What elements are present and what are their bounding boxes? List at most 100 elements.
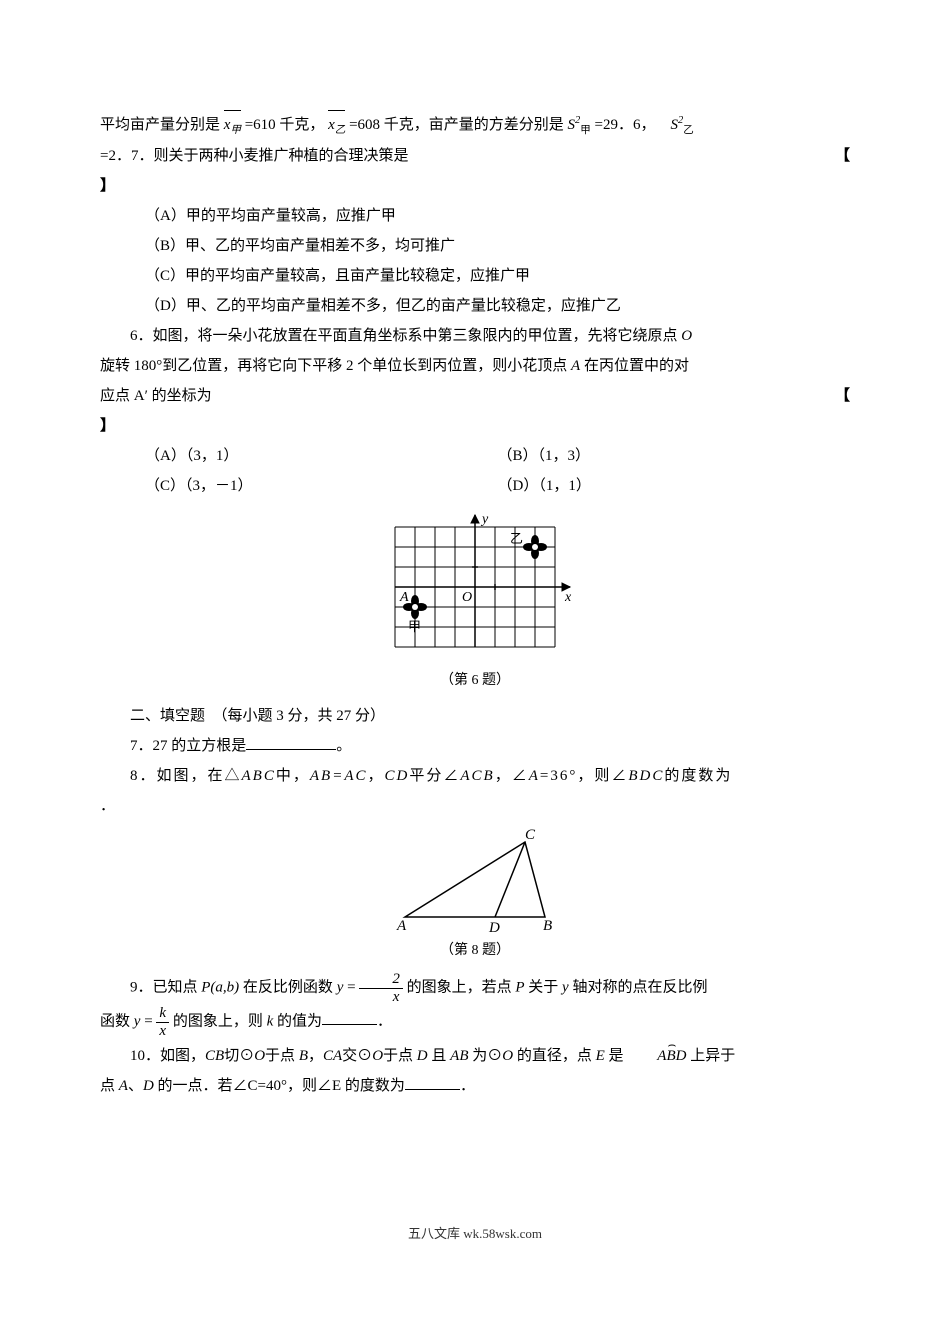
q6-figure: y x O A 甲 乙 （第 6 题） — [100, 507, 850, 695]
xbar-jia: x甲 — [224, 110, 241, 141]
q10-blank — [405, 1074, 460, 1090]
q10-l2b: 、 — [128, 1078, 143, 1094]
q8-abc: ABC — [242, 768, 276, 784]
q10-e: 交⊙ — [342, 1048, 372, 1064]
q8-abac: AB=AC — [310, 768, 368, 784]
q5-eq1: =610 千克， — [245, 117, 325, 133]
section2-title: 二、填空题 （每小题 3 分，共 27 分） — [100, 701, 850, 731]
xbar-yi: x乙 — [328, 110, 345, 141]
q6-options-row1: （A）（3，1） （B）（1，3） — [145, 441, 850, 471]
q5-eq3: =29．6， — [595, 117, 656, 133]
q10-Apt: A — [119, 1078, 128, 1094]
q8-label-B: B — [543, 918, 552, 934]
label-A: A — [399, 590, 409, 605]
q10-j: 是 — [605, 1048, 624, 1064]
s-letter-1: S — [568, 117, 576, 133]
q5-bracket-open: 【 — [835, 141, 850, 171]
q5-optD: （D）甲、乙的平均亩产量相差不多，但乙的亩产量比较稳定，应推广乙 — [145, 291, 850, 321]
xbar-yi-sub: 乙 — [335, 125, 346, 136]
q8-bdc: BDC — [628, 768, 664, 784]
flower-yi — [523, 535, 547, 559]
q9-b: 在反比例函数 — [243, 979, 337, 995]
q6-svg: y x O A 甲 乙 — [370, 507, 580, 667]
q10-l2a: 点 — [100, 1078, 119, 1094]
q9-a: 9．已知点 — [130, 979, 198, 995]
s-letter-2: S — [671, 117, 679, 133]
q6-stem-line3: 应点 A′ 的坐标为 【 — [100, 381, 850, 411]
q9-e: 轴对称的点在反比例 — [572, 979, 707, 995]
q8-svg: A B C D — [375, 827, 575, 937]
q9-frac2: kx — [156, 1005, 169, 1039]
q6-optC: （C）（3，－1） — [145, 471, 498, 501]
label-yi: 乙 — [510, 531, 523, 546]
q5-line2-text: =2．7．则关于两种小麦推广种植的合理决策是 — [100, 148, 408, 164]
s-sub-2: 乙 — [683, 125, 694, 136]
q5-line1: 平均亩产量分别是 x甲 =610 千克， x乙 =608 千克，亩产量的方差分别… — [100, 110, 850, 141]
q10-CA: CA — [323, 1048, 342, 1064]
q6-bracket-close: 】 — [100, 418, 115, 434]
q9-g: 的图象上，则 — [173, 1013, 267, 1029]
q8-f: =36°，则∠ — [540, 768, 628, 784]
q9-frac1: 2x — [359, 971, 403, 1005]
q10-O1: O — [254, 1048, 265, 1064]
q8-label-A: A — [396, 918, 407, 934]
q9-eq2: = — [144, 1013, 156, 1029]
label-x: x — [564, 590, 572, 605]
q10-O2: O — [372, 1048, 383, 1064]
q9-c: 的图象上，若点 — [407, 979, 516, 995]
q9-period: ． — [377, 1013, 392, 1029]
q9-denx: x — [156, 1023, 169, 1040]
q6-bracket-close-line: 】 — [100, 411, 850, 441]
q10-B: B — [299, 1048, 308, 1064]
q9-d: 关于 — [528, 979, 562, 995]
q10-arc: ABD — [627, 1039, 686, 1071]
label-jia: 甲 — [408, 619, 421, 634]
q8-acb: ACB — [460, 768, 494, 784]
q10-g: 且 — [428, 1048, 451, 1064]
label-O: O — [462, 590, 472, 605]
q8-c: ， — [368, 768, 385, 784]
q7-b: 。 — [336, 738, 351, 754]
q10-f: 于点 — [383, 1048, 417, 1064]
q5-bracket-close: 】 — [100, 178, 115, 194]
q6-stem-a: 6．如图，将一朵小花放置在平面直角坐标系中第三象限内的甲位置，先将它绕原点 — [130, 328, 681, 344]
q9-num1: 2 — [359, 971, 403, 989]
q5-eq2: =608 千克，亩产量的方差分别是 — [349, 117, 564, 133]
q6-bracket-open: 【 — [835, 381, 850, 411]
q6-O: O — [681, 328, 692, 344]
q9-h: 的值为 — [277, 1013, 322, 1029]
q10-line2: 点 A、D 的一点．若∠C=40°，则∠E 的度数为． — [100, 1071, 850, 1101]
q9-f: 函数 — [100, 1013, 134, 1029]
q8-dotline: ． — [100, 791, 850, 821]
q9-eq1: = — [347, 979, 359, 995]
q10-AB: AB — [450, 1048, 468, 1064]
q6-caption: （第 6 题） — [100, 667, 850, 695]
s-sub-1: 甲 — [580, 125, 591, 136]
q9-line2: 函数 y = kx 的图象上，则 k 的值为 ． — [100, 1005, 850, 1039]
q10-E: E — [596, 1048, 605, 1064]
q5-optC: （C）甲的平均亩产量较高，且亩产量比较稳定，应推广甲 — [145, 261, 850, 291]
q9-y2: y — [134, 1013, 141, 1029]
page-footer: 五八文库 wk.58wsk.com — [100, 1221, 850, 1247]
q10-O3: O — [502, 1048, 513, 1064]
q10-CB: CB — [205, 1048, 224, 1064]
q10-D: D — [417, 1048, 428, 1064]
q9-yax: y — [562, 979, 569, 995]
q5-optA: （A）甲的平均亩产量较高，应推广甲 — [145, 201, 850, 231]
q10-i: 的直径，点 — [513, 1048, 596, 1064]
q6-stem-line1: 6．如图，将一朵小花放置在平面直角坐标系中第三象限内的甲位置，先将它绕原点 O — [100, 321, 850, 351]
q7: 7．27 的立方根是。 — [100, 731, 850, 761]
q10-d: ， — [308, 1048, 323, 1064]
q6-stem-d: 应点 A′ 的坐标为 — [100, 388, 212, 404]
s2-yi: S2乙 — [671, 117, 694, 133]
q7-blank — [246, 734, 336, 750]
q8-aang: A — [529, 768, 540, 784]
q5-optB: （B）甲、乙的平均亩产量相差不多，均可推广 — [145, 231, 850, 261]
q6-options-row2: （C）（3，－1） （D）（1，1） — [145, 471, 850, 501]
q9-k: k — [267, 1013, 274, 1029]
q10-c: 于点 — [265, 1048, 299, 1064]
q5-line2: =2．7．则关于两种小麦推广种植的合理决策是 【 — [100, 141, 850, 171]
q9-y1: y — [337, 979, 344, 995]
q5-bracket-close-line: 】 — [100, 171, 850, 201]
s2-jia: S2甲 — [568, 117, 591, 133]
